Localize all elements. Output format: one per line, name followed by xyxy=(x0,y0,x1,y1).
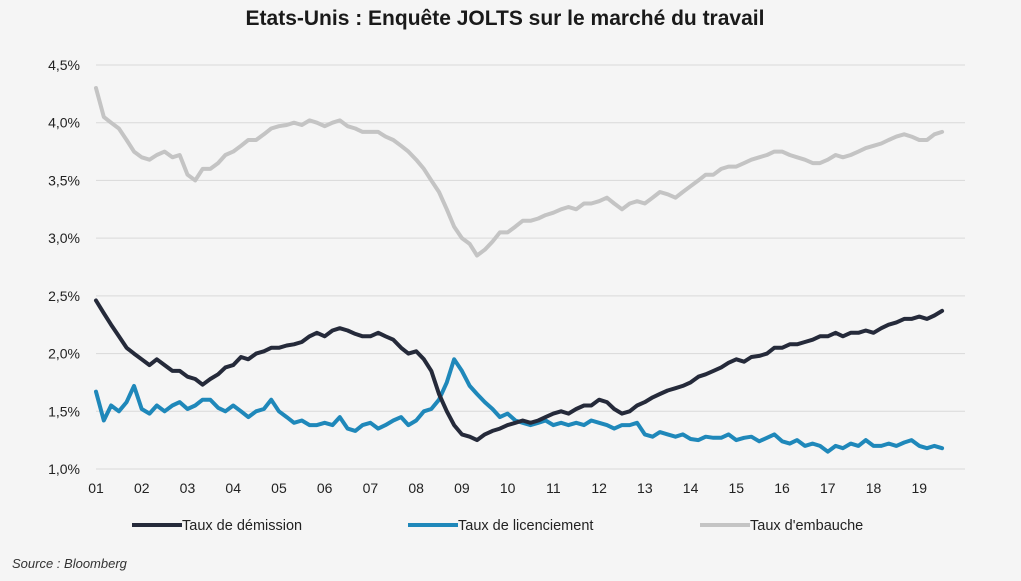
x-tick-label: 15 xyxy=(729,480,745,496)
y-axis: 1,0% 1,5% 2,0% 2,5% 3,0% 3,5% 4,0% 4,5% xyxy=(48,57,80,477)
x-tick-label: 19 xyxy=(911,480,927,496)
legend-label: Taux de démission xyxy=(182,518,302,534)
x-tick-label: 08 xyxy=(408,480,424,496)
x-tick-label: 06 xyxy=(317,480,333,496)
x-tick-label: 04 xyxy=(225,480,241,496)
x-tick-label: 05 xyxy=(271,480,287,496)
y-tick-label: 4,5% xyxy=(48,57,80,73)
x-axis: 01 02 03 04 05 06 07 08 09 10 11 12 13 14 15 16 17 18 19 xyxy=(88,480,927,496)
x-tick-label: 12 xyxy=(591,480,607,496)
x-tick-label: 17 xyxy=(820,480,836,496)
y-tick-label: 2,5% xyxy=(48,288,80,304)
y-tick-label: 3,5% xyxy=(48,172,80,188)
y-tick-label: 1,5% xyxy=(48,403,80,419)
x-tick-label: 10 xyxy=(500,480,516,496)
x-tick-label: 18 xyxy=(866,480,882,496)
legend: Taux de démission Taux de licenciement Tau… xyxy=(132,518,863,534)
legend-label: Taux d'embauche xyxy=(750,518,863,534)
x-tick-label: 13 xyxy=(637,480,653,496)
x-tick-label: 16 xyxy=(774,480,790,496)
y-tick-label: 3,0% xyxy=(48,230,80,246)
series-line xyxy=(94,86,945,258)
x-tick-label: 01 xyxy=(88,480,104,496)
x-tick-label: 07 xyxy=(363,480,379,496)
y-tick-label: 1,0% xyxy=(48,461,80,477)
legend-label: Taux de licenciement xyxy=(458,518,593,534)
x-tick-label: 09 xyxy=(454,480,470,496)
source-note: Source : Bloomberg xyxy=(12,556,128,571)
chart-title: Etats-Unis : Enquête JOLTS sur le marché… xyxy=(246,7,765,30)
x-tick-label: 02 xyxy=(134,480,150,496)
y-tick-label: 4,0% xyxy=(48,115,80,131)
x-tick-label: 11 xyxy=(546,480,561,496)
x-tick-label: 14 xyxy=(683,480,699,496)
plot-area xyxy=(94,86,945,454)
y-tick-label: 2,0% xyxy=(48,346,80,362)
series-line xyxy=(94,298,945,443)
x-tick-label: 03 xyxy=(180,480,196,496)
